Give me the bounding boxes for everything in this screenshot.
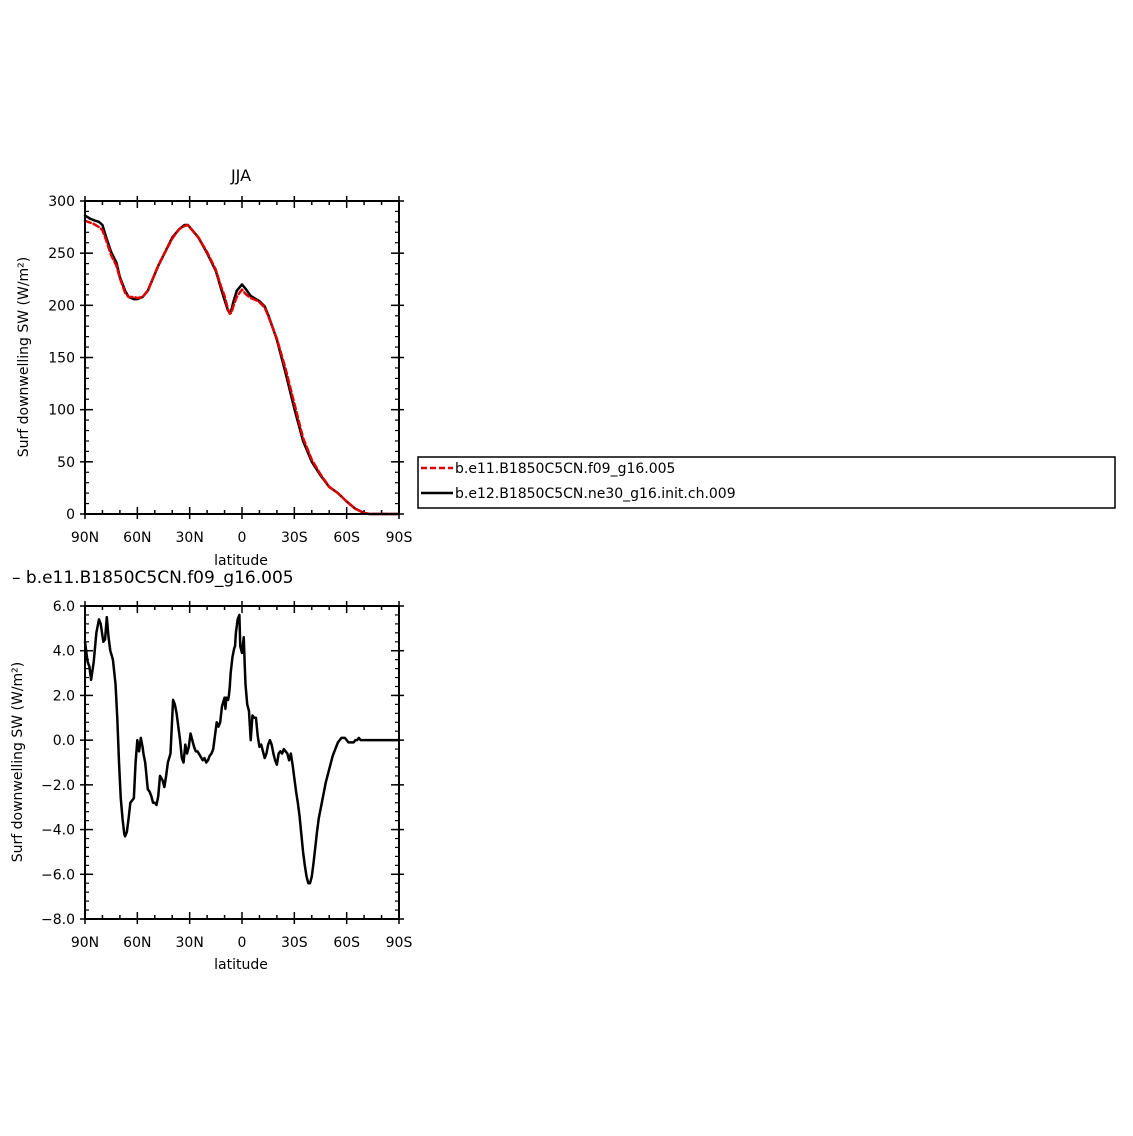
bottom-y-tick-label: −6.0 — [41, 867, 75, 883]
top-y-tick-label: 200 — [48, 298, 75, 314]
bottom-y-tick-label: 4.0 — [53, 644, 75, 660]
top-chart-title: JJA — [230, 166, 251, 185]
bottom-series-line-black-solid — [83, 613, 401, 885]
bottom-y-tick-label: −4.0 — [41, 823, 75, 839]
bottom-x-tick-label: 60S — [333, 935, 360, 951]
legend-box — [417, 456, 1116, 509]
legend: b.e11.B1850C5CN.f09_g16.005 b.e12.B1850C… — [417, 456, 1116, 509]
top-plot-frame — [84, 200, 400, 515]
top-x-tick-label: 60S — [333, 530, 360, 546]
bottom-x-tick-label: 30N — [176, 935, 204, 951]
top-y-tick-label: 0 — [66, 507, 75, 523]
bottom-y-tick-label: −8.0 — [41, 912, 75, 928]
bottom-x-tick-label: 60N — [123, 935, 151, 951]
top-y-tick-label: 100 — [48, 403, 75, 419]
bottom-y-tick-label: 2.0 — [53, 688, 75, 704]
bottom-plot-frame — [84, 605, 400, 920]
bottom-panel: – b.e11.B1850C5CN.f09_g16.005 6.0 4.0 2.0 0… — [10, 568, 412, 973]
top-y-tick-label: 300 — [48, 194, 75, 210]
bottom-y-tick-label: 0.0 — [53, 733, 75, 749]
bottom-y-axis-label: Surf downwelling SW (W/m²) — [10, 662, 26, 863]
top-x-tick-label: 0 — [238, 530, 247, 546]
top-x-axis-label: latitude — [214, 553, 268, 569]
top-x-tick-label: 30S — [281, 530, 308, 546]
top-x-tick-label: 90S — [386, 530, 413, 546]
top-series-line-red-dashed — [83, 219, 401, 516]
top-y-tick-label: 50 — [57, 455, 75, 471]
bottom-x-tick-label: 90S — [386, 935, 413, 951]
bottom-y-tick-label: 6.0 — [53, 599, 75, 615]
top-x-tick-label: 30N — [176, 530, 204, 546]
bottom-y-tick-label: −2.0 — [41, 778, 75, 794]
top-x-tick-label: 60N — [123, 530, 151, 546]
bottom-x-axis-label: latitude — [214, 957, 268, 973]
top-panel: JJA 0 50 100 150 200 250 300 90N 60N 30N 0 30S 60S 90… — [16, 166, 412, 569]
bottom-x-tick-label: 90N — [71, 935, 99, 951]
legend-label-series-1: b.e11.B1850C5CN.f09_g16.005 — [455, 461, 675, 477]
top-y-axis-label: Surf downwelling SW (W/m²) — [16, 257, 32, 458]
top-y-tick-label: 150 — [48, 351, 75, 367]
bottom-x-tick-label: 30S — [281, 935, 308, 951]
top-y-tick-label: 250 — [48, 246, 75, 262]
bottom-x-tick-label: 0 — [238, 935, 247, 951]
bottom-chart-title: – b.e11.B1850C5CN.f09_g16.005 — [12, 568, 294, 588]
legend-label-series-2: b.e12.B1850C5CN.ne30_g16.init.ch.009 — [455, 486, 736, 502]
top-series-line-black-solid — [83, 214, 401, 516]
top-x-tick-label: 90N — [71, 530, 99, 546]
